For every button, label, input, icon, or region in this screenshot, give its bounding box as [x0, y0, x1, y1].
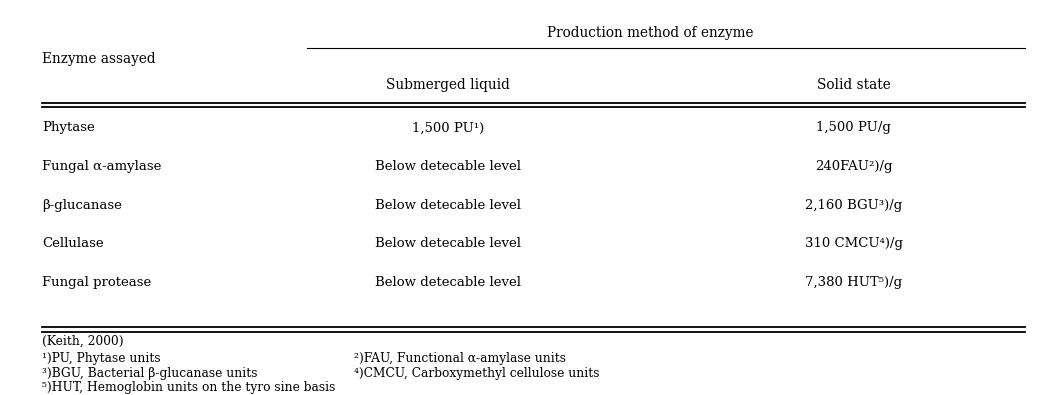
Text: Below detecable level: Below detecable level: [375, 276, 520, 289]
Text: ²)FAU, Functional α-amylase units: ²)FAU, Functional α-amylase units: [354, 352, 566, 365]
Text: 7,380 HUT⁵)/g: 7,380 HUT⁵)/g: [805, 276, 903, 289]
Text: Fungal protease: Fungal protease: [41, 276, 151, 289]
Text: Below detecable level: Below detecable level: [375, 160, 520, 173]
Text: 310 CMCU⁴)/g: 310 CMCU⁴)/g: [805, 237, 903, 250]
Text: (Keith, 2000): (Keith, 2000): [41, 335, 123, 348]
Text: Cellulase: Cellulase: [41, 237, 103, 250]
Text: ⁴)CMCU, Carboxymethyl cellulose units: ⁴)CMCU, Carboxymethyl cellulose units: [354, 367, 600, 380]
Text: Submerged liquid: Submerged liquid: [386, 78, 510, 92]
Text: ³)BGU, Bacterial β-glucanase units: ³)BGU, Bacterial β-glucanase units: [41, 367, 257, 380]
Text: Production method of enzyme: Production method of enzyme: [547, 26, 754, 40]
Text: Phytase: Phytase: [41, 121, 95, 134]
Text: 2,160 BGU³)/g: 2,160 BGU³)/g: [805, 199, 903, 212]
Text: β-glucanase: β-glucanase: [41, 199, 122, 212]
Text: 1,500 PU/g: 1,500 PU/g: [817, 121, 891, 134]
Text: ⁵)HUT, Hemoglobin units on the tyro sine basis: ⁵)HUT, Hemoglobin units on the tyro sine…: [41, 382, 336, 395]
Text: 240FAU²)/g: 240FAU²)/g: [815, 160, 892, 173]
Text: Below detecable level: Below detecable level: [375, 237, 520, 250]
Text: Below detecable level: Below detecable level: [375, 199, 520, 212]
Text: Fungal α-amylase: Fungal α-amylase: [41, 160, 161, 173]
Text: Enzyme assayed: Enzyme assayed: [41, 52, 155, 66]
Text: ¹)PU, Phytase units: ¹)PU, Phytase units: [41, 352, 160, 365]
Text: Solid state: Solid state: [817, 78, 891, 92]
Text: 1,500 PU¹): 1,500 PU¹): [412, 121, 484, 134]
